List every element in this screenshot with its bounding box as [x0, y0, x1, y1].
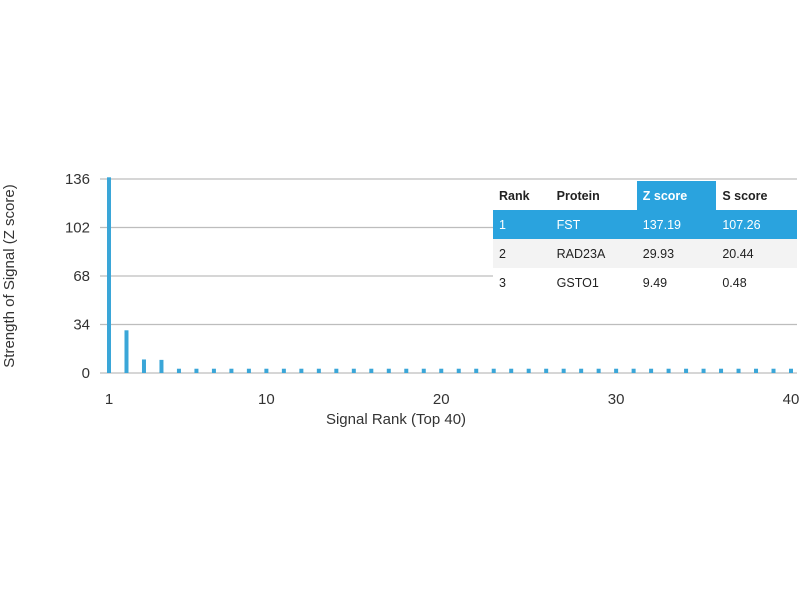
- bar-rank-8: [229, 368, 234, 373]
- table-header-row: Rank Protein Z score S score: [493, 181, 797, 210]
- bar-rank-35: [701, 368, 706, 373]
- bar-rank-30: [614, 368, 619, 373]
- cell-s-score: 0.48: [716, 268, 797, 297]
- bar-rank-3: [141, 359, 146, 373]
- header-s-score: S score: [716, 181, 797, 210]
- bar-rank-33: [666, 368, 671, 373]
- table-row: 1 FST 137.19 107.26: [493, 210, 797, 239]
- bar-rank-12: [299, 368, 304, 373]
- table-row: 3 GSTO1 9.49 0.48: [493, 268, 797, 297]
- bar-rank-21: [456, 368, 461, 373]
- bar-rank-14: [334, 368, 339, 373]
- bar-rank-17: [386, 368, 391, 373]
- header-rank: Rank: [493, 181, 551, 210]
- y-tick-label: 68: [73, 268, 90, 285]
- cell-s-score: 20.44: [716, 239, 797, 268]
- bar-rank-18: [404, 368, 409, 373]
- bar-rank-26: [544, 368, 549, 373]
- x-tick-label: 10: [258, 391, 275, 408]
- cell-rank: 1: [493, 210, 551, 239]
- bar-rank-10: [264, 368, 269, 373]
- y-tick-label: 0: [82, 365, 90, 382]
- bar-rank-2: [124, 330, 129, 373]
- bar-rank-24: [509, 368, 514, 373]
- bar-rank-6: [194, 368, 199, 373]
- y-axis-label: Strength of Signal (Z score): [1, 184, 18, 367]
- x-tick-label: 40: [783, 391, 800, 408]
- cell-z-score: 29.93: [636, 239, 717, 268]
- cell-z-score: 137.19: [636, 210, 717, 239]
- bar-rank-40: [789, 368, 793, 373]
- cell-rank: 2: [493, 239, 551, 268]
- x-axis-label: Signal Rank (Top 40): [326, 411, 466, 428]
- bar-rank-5: [176, 368, 181, 373]
- table-row: 2 RAD23A 29.93 20.44: [493, 239, 797, 268]
- x-tick-label: 20: [433, 391, 450, 408]
- bar-rank-22: [474, 368, 479, 373]
- bar-rank-4: [159, 359, 164, 373]
- bar-rank-34: [684, 368, 689, 373]
- bar-rank-16: [369, 368, 374, 373]
- bar-rank-36: [719, 368, 724, 373]
- bar-rank-32: [649, 368, 654, 373]
- bar-rank-27: [561, 368, 566, 373]
- header-z-score: Z score: [636, 181, 717, 210]
- bar-rank-29: [596, 368, 601, 373]
- cell-protein: GSTO1: [550, 268, 637, 297]
- header-protein: Protein: [550, 181, 637, 210]
- cell-s-score: 107.26: [716, 210, 797, 239]
- bar-rank-11: [281, 368, 286, 373]
- bar-rank-23: [491, 368, 496, 373]
- y-tick-label: 136: [65, 171, 90, 188]
- bar-rank-13: [316, 368, 321, 373]
- x-tick-label: 30: [608, 391, 625, 408]
- bar-rank-25: [526, 368, 531, 373]
- bar-rank-39: [771, 368, 776, 373]
- bar-rank-1: [107, 177, 111, 373]
- y-tick-label: 102: [65, 220, 90, 237]
- bar-rank-31: [631, 368, 636, 373]
- bar-rank-9: [246, 368, 251, 373]
- bar-rank-28: [579, 368, 584, 373]
- x-tick-label: 1: [105, 391, 113, 408]
- bar-rank-7: [211, 368, 216, 373]
- y-tick-label: 34: [73, 317, 90, 334]
- bar-rank-37: [736, 368, 741, 373]
- cell-z-score: 9.49: [636, 268, 717, 297]
- cell-protein: FST: [550, 210, 637, 239]
- cell-rank: 3: [493, 268, 551, 297]
- top-proteins-table: Rank Protein Z score S score 1 FST 137.1…: [493, 181, 797, 297]
- bar-rank-20: [439, 368, 444, 373]
- bar-rank-15: [351, 368, 356, 373]
- cell-protein: RAD23A: [550, 239, 637, 268]
- bar-rank-38: [754, 368, 759, 373]
- bar-rank-19: [421, 368, 426, 373]
